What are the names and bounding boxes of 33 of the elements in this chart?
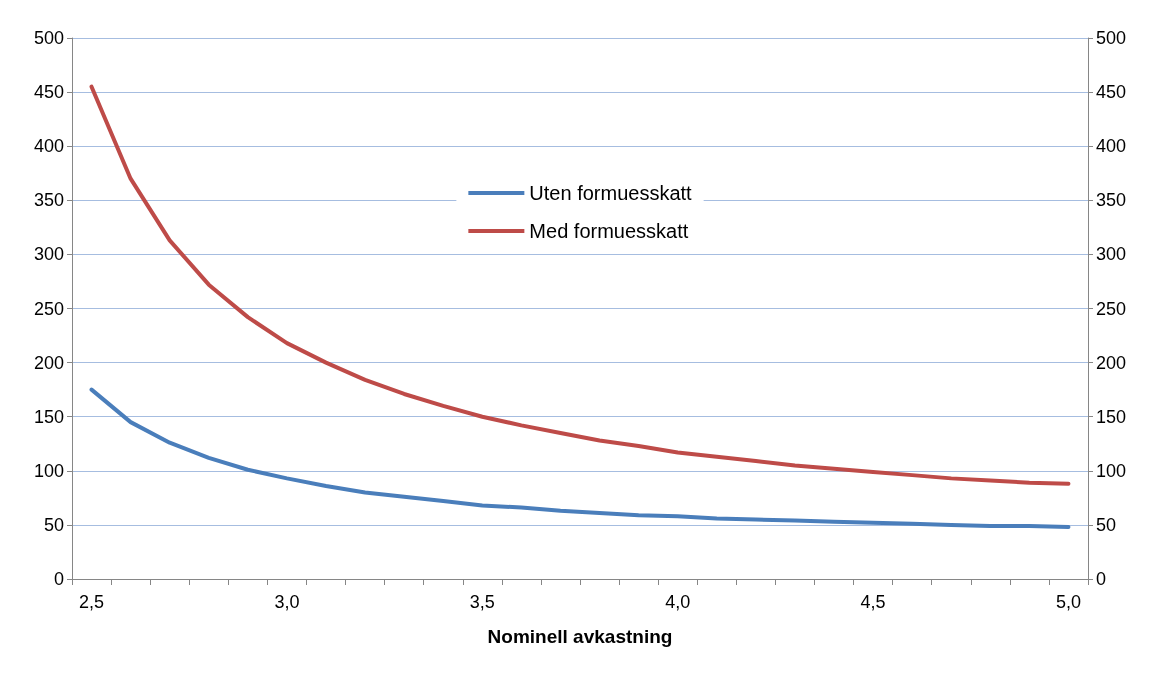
y-tick-label: 450 bbox=[33, 82, 64, 103]
y2-tick-label: 400 bbox=[1096, 136, 1127, 157]
y2-tick-label: 250 bbox=[1096, 298, 1127, 319]
x-tick-label: 5,0 bbox=[1055, 592, 1081, 612]
x-tick-label: 4,0 bbox=[665, 592, 691, 612]
y2-tick-label: 150 bbox=[1096, 406, 1127, 427]
y2-tick-label: 200 bbox=[1096, 352, 1127, 373]
line-series bbox=[89, 84, 1071, 486]
y2-tick-label: 0 bbox=[1096, 569, 1107, 589]
y-tick-label: 300 bbox=[33, 244, 64, 265]
y2-tick-label: 50 bbox=[1096, 514, 1117, 535]
y-tick-label: 250 bbox=[33, 298, 64, 319]
y2-tick-label: 500 bbox=[1096, 28, 1127, 48]
line-series bbox=[89, 387, 1071, 530]
legend-label: Med formuesskatt bbox=[529, 220, 689, 242]
y-tick-label: 150 bbox=[33, 406, 64, 427]
y-tick-label: 350 bbox=[33, 190, 64, 211]
y2-tick-label: 450 bbox=[1096, 82, 1127, 103]
y2-tick-label: 300 bbox=[1096, 244, 1127, 265]
y-tick-label: 50 bbox=[43, 514, 64, 535]
y-tick-label: 200 bbox=[33, 352, 64, 373]
y2-tick-label: 100 bbox=[1096, 460, 1127, 481]
legend-label: Uten formuesskatt bbox=[529, 182, 693, 204]
y-tick-label: 100 bbox=[33, 460, 64, 481]
y-tick-label: 500 bbox=[33, 28, 64, 48]
y-tick-label: 0 bbox=[53, 569, 64, 589]
x-tick-label: 2,5 bbox=[79, 592, 105, 612]
x-tick-label: 4,5 bbox=[860, 592, 886, 612]
y2-tick-label: 350 bbox=[1096, 190, 1127, 211]
x-tick-label: 3,5 bbox=[469, 592, 495, 612]
y-tick-label: 400 bbox=[33, 136, 64, 157]
x-tick-label: 3,0 bbox=[274, 592, 300, 612]
x-axis-title: Nominell avkastning bbox=[487, 626, 673, 647]
